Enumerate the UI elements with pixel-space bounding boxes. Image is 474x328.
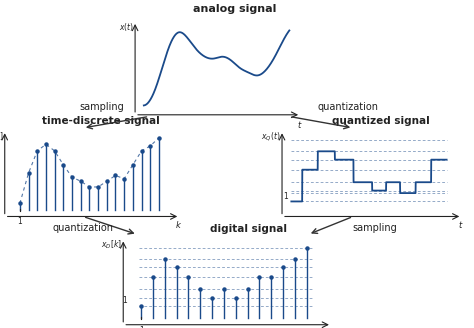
Text: $k$: $k$ xyxy=(175,219,182,230)
Text: $t$: $t$ xyxy=(458,219,464,230)
Text: analog signal: analog signal xyxy=(193,5,276,14)
Text: $t$: $t$ xyxy=(297,118,302,130)
Text: $k$: $k$ xyxy=(327,327,334,328)
Text: sampling: sampling xyxy=(80,102,124,112)
Text: digital signal: digital signal xyxy=(210,224,287,235)
Text: quantization: quantization xyxy=(318,102,379,112)
Text: $x_D[k]$: $x_D[k]$ xyxy=(100,239,121,251)
Text: 1: 1 xyxy=(139,325,144,328)
Text: 1: 1 xyxy=(122,296,127,305)
Text: sampling: sampling xyxy=(352,223,397,233)
Text: $x_Q(t)$: $x_Q(t)$ xyxy=(261,131,281,143)
Text: 1: 1 xyxy=(18,217,22,226)
Text: $x[k]$: $x[k]$ xyxy=(0,130,3,142)
Text: $x(t)$: $x(t)$ xyxy=(118,21,134,33)
Text: time-discrete signal: time-discrete signal xyxy=(42,116,160,126)
Text: quantization: quantization xyxy=(53,223,113,233)
Text: 1: 1 xyxy=(283,192,288,201)
Text: quantized signal: quantized signal xyxy=(332,116,430,126)
